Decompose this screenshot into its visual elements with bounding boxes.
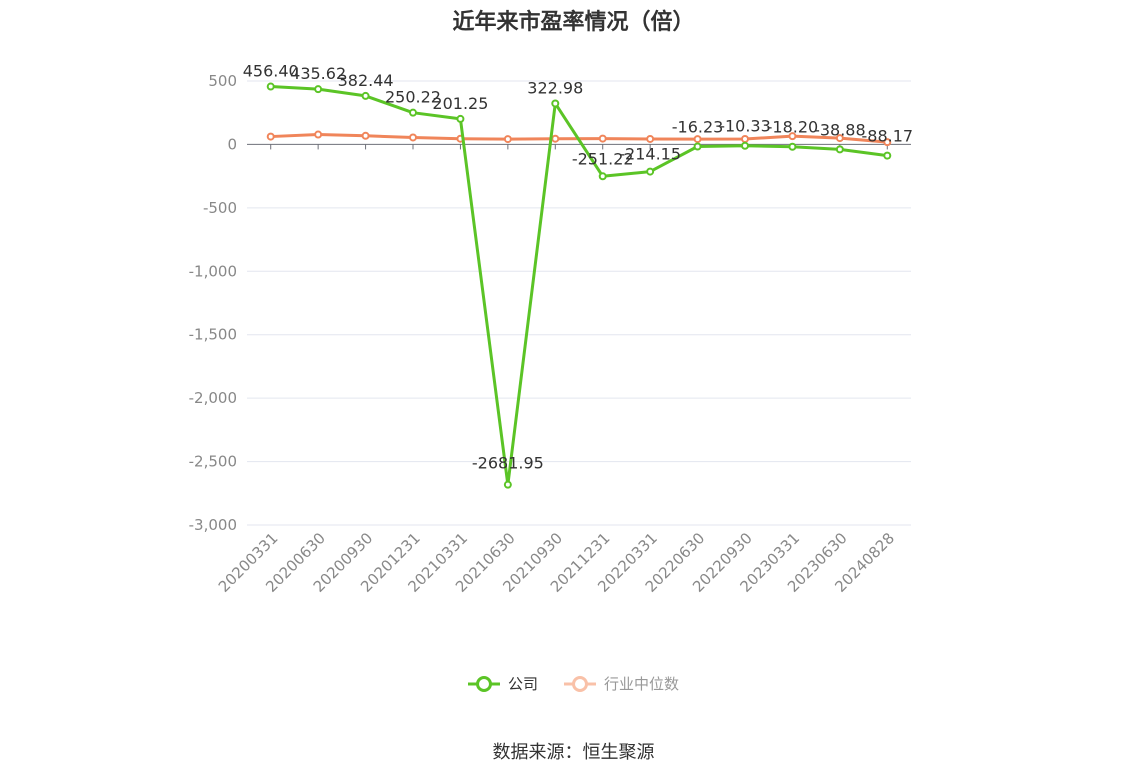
point-company [314, 85, 323, 94]
point-industry [314, 130, 323, 139]
point-company [883, 151, 892, 160]
point-company [788, 142, 797, 151]
point-company [361, 91, 370, 100]
point-company [835, 145, 844, 154]
point-company [646, 167, 655, 176]
data-label-company: -18.20 [767, 118, 819, 137]
x-axis: 2020033120200630202009302020123120210331… [215, 143, 911, 596]
legend-label-industry: 行业中位数 [604, 675, 680, 693]
data-label-company: 250.22 [385, 88, 441, 107]
y-tick-label: 500 [208, 72, 237, 90]
y-tick-label: -2,500 [189, 453, 237, 471]
point-industry [788, 132, 797, 141]
data-label-company: 456.40 [243, 62, 299, 81]
point-industry [693, 135, 702, 144]
point-company [693, 142, 702, 151]
data-label-company: 382.44 [338, 71, 394, 90]
data-label-company: 322.98 [527, 78, 583, 97]
point-industry [361, 131, 370, 140]
point-company [551, 99, 560, 108]
legend-swatch-company [467, 675, 500, 692]
legend: 公司 行业中位数 [0, 673, 1147, 694]
data-label-company: -251.22 [572, 149, 634, 168]
point-industry [409, 133, 417, 142]
data-label-company: -2681.95 [472, 454, 544, 473]
point-industry [883, 138, 892, 147]
y-tick-label: -500 [203, 199, 237, 217]
point-company [741, 141, 749, 150]
y-tick-label: 0 [227, 135, 237, 153]
legend-swatch-industry [564, 675, 596, 692]
legend-item-industry[interactable]: 行业中位数 [564, 673, 679, 694]
point-company [598, 172, 607, 181]
data-label-company: -214.15 [619, 145, 681, 164]
y-tick-label: -2,000 [189, 389, 237, 407]
point-company [456, 114, 465, 123]
point-industry [741, 134, 749, 143]
legend-label-company: 公司 [507, 675, 538, 693]
chart-title: 近年来市盈率情况（倍） [452, 10, 695, 35]
series-line-company [270, 85, 888, 487]
y-tick-label: -1,500 [189, 326, 237, 344]
point-industry [646, 134, 655, 143]
series-layer [266, 82, 892, 489]
point-company [503, 480, 512, 489]
source-note: 数据来源：恒生聚源 [492, 742, 655, 763]
y-tick-label: -1,000 [189, 262, 237, 280]
legend-item-company[interactable]: 公司 [467, 673, 538, 694]
point-company [409, 108, 417, 117]
point-company [266, 82, 275, 91]
point-industry [551, 134, 560, 143]
point-industry [266, 132, 275, 141]
y-tick-label: -3,000 [189, 516, 237, 534]
point-industry [503, 135, 512, 144]
data-label-company: -88.17 [861, 127, 913, 146]
data-label-company: 435.62 [290, 64, 346, 83]
grid-lines [247, 80, 911, 526]
data-label-company: -38.88 [814, 120, 866, 139]
y-axis: 500 0 -500 -1,000 -1,500 -2,000 -2,500 -3,000 [189, 72, 237, 534]
data-label-company: -10.33 [719, 117, 771, 136]
data-label-company: -16.23 [672, 117, 724, 136]
point-industry [598, 134, 607, 143]
point-industry [835, 134, 844, 143]
data-label-company: 201.25 [432, 94, 488, 113]
